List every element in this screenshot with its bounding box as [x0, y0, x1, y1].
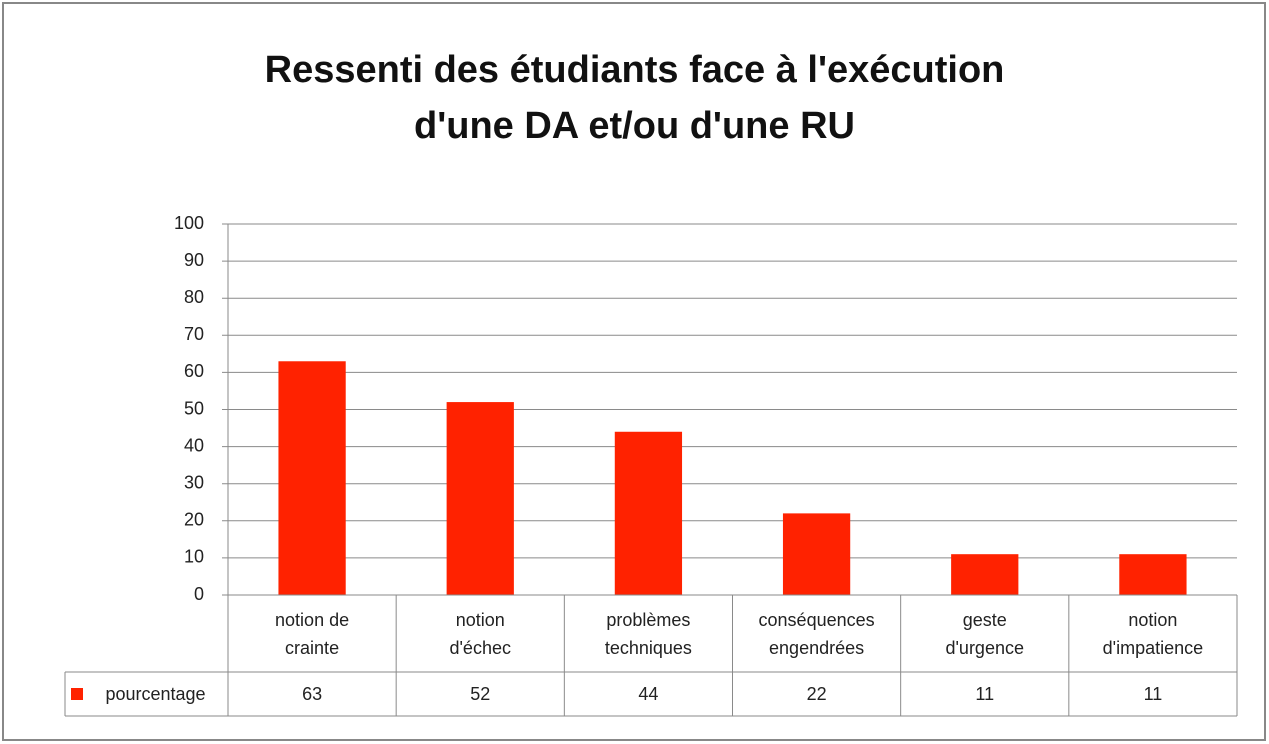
bar: [446, 402, 514, 595]
y-tick-label: 0: [194, 584, 204, 604]
legend-label: pourcentage: [105, 684, 206, 704]
y-tick-label: 90: [184, 250, 204, 270]
data-table-value: 11: [1143, 684, 1163, 704]
y-tick-label: 40: [184, 435, 204, 455]
y-tick-label: 10: [184, 547, 204, 567]
data-table-value: 11: [975, 684, 995, 704]
y-tick-label: 100: [174, 213, 204, 233]
y-tick-label: 60: [184, 361, 204, 381]
y-tick-label: 70: [184, 324, 204, 344]
y-tick-label: 20: [184, 510, 204, 530]
x-tick-label: problèmes techniques: [604, 609, 692, 658]
bar: [782, 513, 851, 595]
y-tick-label: 80: [184, 287, 204, 307]
x-tick-label: geste d'urgence: [945, 609, 1024, 658]
bar: [278, 361, 346, 595]
x-tick-label: notion de crainte: [275, 609, 350, 658]
bar: [951, 554, 1019, 595]
data-table-value: 22: [806, 684, 827, 704]
x-tick-label: notion d'échec: [449, 609, 511, 658]
x-tick-label: conséquences engendrées: [758, 609, 875, 658]
chart-title: Ressenti des étudiants face à l'exécutio…: [264, 49, 1005, 147]
bar: [614, 431, 683, 595]
legend-swatch: [71, 688, 83, 700]
data-table-value: 63: [302, 684, 323, 704]
y-tick-label: 30: [184, 472, 204, 492]
bar: [1119, 554, 1187, 595]
x-tick-label: notion d'impatience: [1102, 609, 1204, 658]
y-tick-label: 50: [184, 398, 204, 418]
data-table-value: 52: [470, 684, 491, 704]
data-table-value: 44: [638, 684, 659, 704]
